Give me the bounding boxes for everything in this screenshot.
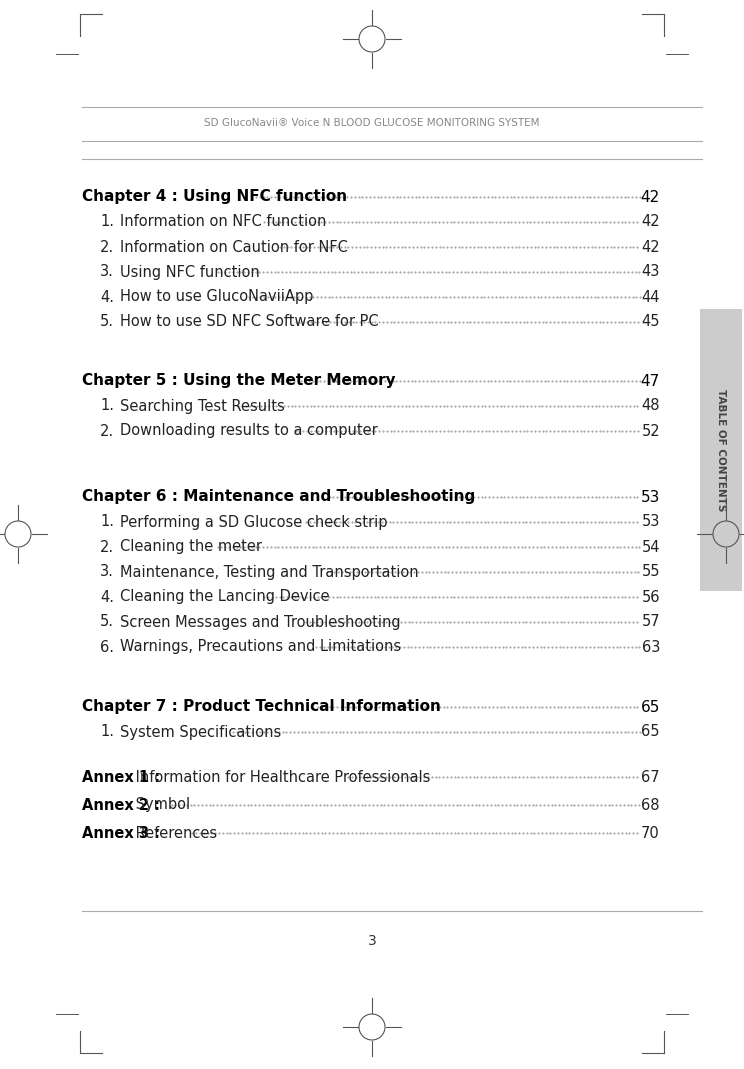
Text: Information on NFC function: Information on NFC function (120, 215, 327, 230)
Text: 2.: 2. (100, 423, 114, 438)
Text: 42: 42 (641, 239, 660, 254)
Text: Searching Test Results: Searching Test Results (120, 399, 285, 414)
Text: 44: 44 (641, 290, 660, 305)
Text: Warnings, Precautions and Limitations: Warnings, Precautions and Limitations (120, 639, 401, 654)
Text: Downloading results to a computer: Downloading results to a computer (120, 423, 378, 438)
Text: System Specifications: System Specifications (120, 725, 281, 740)
Text: 63: 63 (641, 639, 660, 654)
Text: Chapter 6 : Maintenance and Troubleshooting: Chapter 6 : Maintenance and Troubleshoot… (82, 490, 475, 505)
Text: 1.: 1. (100, 514, 114, 529)
Text: 47: 47 (641, 373, 660, 388)
Text: 1.: 1. (100, 399, 114, 414)
Text: Cleaning the Lancing Device: Cleaning the Lancing Device (120, 589, 330, 604)
Text: Information for Healthcare Professionals: Information for Healthcare Professionals (131, 770, 431, 785)
Text: Annex 3 :: Annex 3 : (82, 825, 160, 840)
Text: How to use GlucoNaviiApp: How to use GlucoNaviiApp (120, 290, 313, 305)
Text: 5.: 5. (100, 314, 114, 329)
Text: Maintenance, Testing and Transportation: Maintenance, Testing and Transportation (120, 564, 419, 579)
Text: How to use SD NFC Software for PC: How to use SD NFC Software for PC (120, 314, 379, 329)
Text: 5.: 5. (100, 615, 114, 630)
Text: 43: 43 (641, 264, 660, 279)
Text: 68: 68 (641, 797, 660, 812)
Bar (700, 309, 742, 591)
Text: 65: 65 (641, 699, 660, 714)
Text: 55: 55 (641, 564, 660, 579)
Text: 3: 3 (368, 934, 376, 948)
Text: SD GlucoNavii® Voice N BLOOD GLUCOSE MONITORING SYSTEM: SD GlucoNavii® Voice N BLOOD GLUCOSE MON… (205, 118, 539, 128)
Text: Chapter 4 : Using NFC function: Chapter 4 : Using NFC function (82, 189, 347, 204)
Text: 3.: 3. (100, 264, 114, 279)
Text: 45: 45 (641, 314, 660, 329)
Text: Annex 2 :: Annex 2 : (82, 797, 160, 812)
Text: Annex 1 :: Annex 1 : (82, 770, 160, 785)
Text: 52: 52 (641, 423, 660, 438)
Text: 6.: 6. (100, 639, 114, 654)
Text: 42: 42 (641, 189, 660, 204)
Text: Cleaning the meter: Cleaning the meter (120, 540, 262, 555)
Text: 48: 48 (641, 399, 660, 414)
Text: 42: 42 (641, 215, 660, 230)
Text: Information on Caution for NFC: Information on Caution for NFC (120, 239, 348, 254)
Text: 54: 54 (641, 540, 660, 555)
Text: References: References (131, 825, 217, 840)
Text: 67: 67 (641, 770, 660, 785)
Text: 65: 65 (641, 725, 660, 740)
Text: Chapter 5 : Using the Meter Memory: Chapter 5 : Using the Meter Memory (82, 373, 396, 388)
Text: 2.: 2. (100, 239, 114, 254)
Text: 57: 57 (641, 615, 660, 630)
Text: 3.: 3. (100, 564, 114, 579)
Text: TABLE OF CONTENTS: TABLE OF CONTENTS (716, 389, 726, 511)
Text: 1.: 1. (100, 725, 114, 740)
Text: 4.: 4. (100, 589, 114, 604)
Text: 4.: 4. (100, 290, 114, 305)
Text: 2.: 2. (100, 540, 114, 555)
Text: Chapter 7 : Product Technical Information: Chapter 7 : Product Technical Informatio… (82, 699, 441, 714)
Text: 53: 53 (641, 490, 660, 505)
Text: Symbol: Symbol (131, 797, 190, 812)
Text: 1.: 1. (100, 215, 114, 230)
Text: 56: 56 (641, 589, 660, 604)
Text: Using NFC function: Using NFC function (120, 264, 260, 279)
Text: 70: 70 (641, 825, 660, 840)
Text: 53: 53 (641, 514, 660, 529)
Text: Performing a SD Glucose check strip: Performing a SD Glucose check strip (120, 514, 388, 529)
Text: Screen Messages and Troubleshooting: Screen Messages and Troubleshooting (120, 615, 400, 630)
